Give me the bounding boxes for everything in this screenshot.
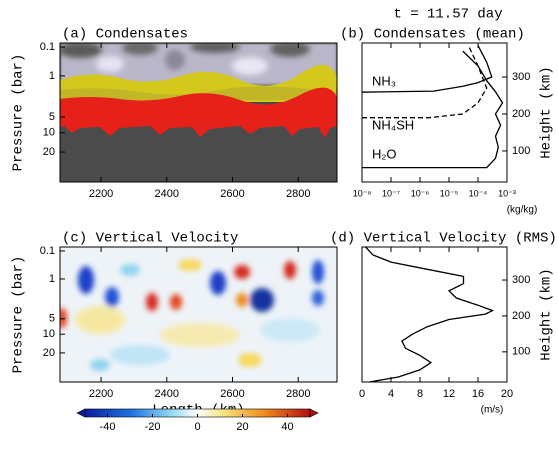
panel-title: (c) Vertical Velocity [62,231,238,247]
y-axis-label: Pressure (bar) [11,256,27,374]
profile-line [361,45,493,93]
colorbar-tick-label: 0 [194,421,200,433]
panel-title: (b) Condensates (mean) [340,27,525,43]
x-tick-label: 2600 [220,388,244,400]
profile-line [362,50,504,169]
y-tick-label: 0.1 [40,41,55,53]
colorbar-end [309,408,319,418]
panel-title: (a) Condensates [62,27,188,43]
y2-tick-label: 300 [512,274,530,286]
x-tick-label: 2800 [286,188,310,200]
colorbar-tick-label: -20 [145,421,161,433]
y2-tick-label: 100 [512,145,530,157]
x-tick-label: 10⁻⁵ [440,188,459,198]
x-tick-label: 10⁻⁸ [353,188,372,198]
plot-frame [59,42,338,183]
time-label: t = 11.57 day [393,7,502,23]
y-tick-label: 1 [49,273,55,285]
series-label: NH₄SH [372,117,414,132]
plot-frame [59,246,338,383]
y-tick-label: 5 [49,111,55,123]
y2-axis-label: Height (km) [539,66,555,158]
series-label: NH₃ [372,73,396,88]
y-tick-label: 5 [49,313,55,325]
colorbar-end [76,408,86,418]
x-tick-label: 4 [388,388,394,400]
colorbar-tick-label: -40 [100,421,116,433]
x-tick-label: 2200 [89,388,113,400]
y2-axis-label: Height (km) [539,268,555,360]
y2-tick-label: 100 [512,346,530,358]
x-tick-label: 2400 [155,188,179,200]
y-tick-label: 0.1 [40,245,55,257]
y2-tick-label: 200 [512,310,530,322]
y2-tick-label: 200 [512,108,530,120]
profile-line [365,246,495,383]
y-tick-label: 1 [49,70,55,82]
y-tick-label: 20 [43,146,55,158]
y-tick-label: 20 [43,347,55,359]
x-tick-label: 10⁻⁴ [469,188,488,198]
velocity-image [60,247,337,382]
plot-frame [361,246,508,383]
x-tick-label: 2400 [155,388,179,400]
x-tick-label: 16 [472,388,484,400]
x-tick-label: 20 [501,388,513,400]
x-tick-label: 0 [359,388,365,400]
panel-title: (d) Vertical Velocity (RMS) [330,231,557,247]
condensates-image [60,43,337,182]
x-tick-label: 2200 [89,188,113,200]
x-tick-label: 10⁻³ [498,188,516,198]
plot-frame [361,42,508,183]
series-label: H₂O [372,146,397,161]
colorbar-tick-label: 20 [236,421,248,433]
x-tick-label: 10⁻⁷ [382,188,400,198]
y-tick-label: 10 [43,328,55,340]
colorbar-tick-label: 40 [281,421,293,433]
x-tick-label: 2600 [220,188,244,200]
y-tick-label: 10 [43,127,55,139]
y2-tick-label: 300 [512,71,530,83]
x-tick-label: 2800 [286,388,310,400]
y-axis-label: Pressure (bar) [11,54,27,172]
x-tick-label: 12 [443,388,455,400]
unit-label: (kg/kg) [507,205,538,216]
x-tick-label: 10⁻⁶ [411,188,430,198]
unit-label: (m/s) [481,405,504,416]
x-tick-label: 8 [417,388,423,400]
